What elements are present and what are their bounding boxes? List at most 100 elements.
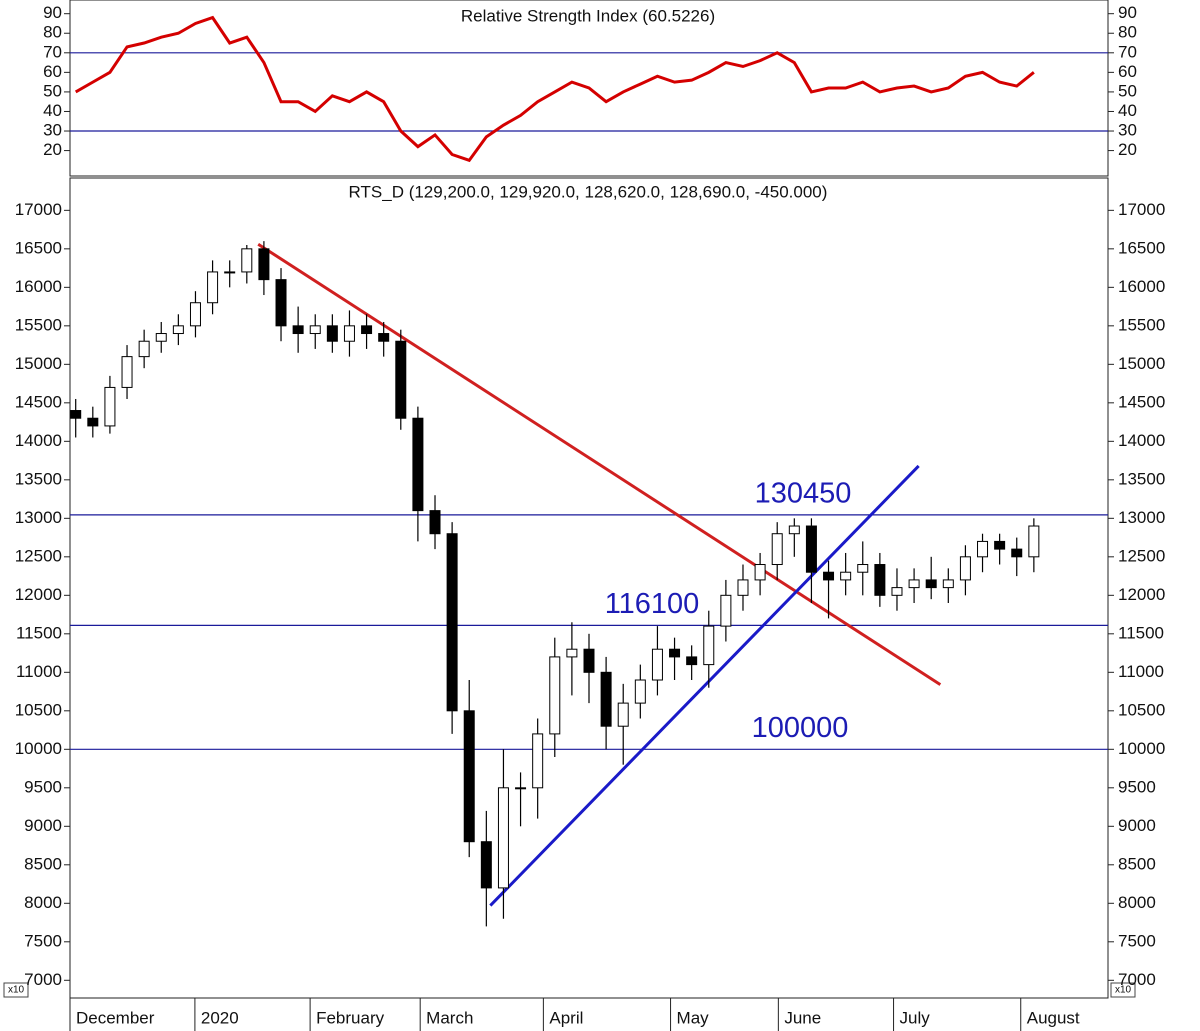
y-tick-label: 9500 xyxy=(1118,777,1156,796)
rsi-line xyxy=(74,15,1035,163)
y-tick-label: 7000 xyxy=(24,970,62,989)
candle-body xyxy=(908,579,920,589)
candle-body xyxy=(343,325,355,342)
y-tick-label: 60 xyxy=(43,62,62,81)
y-tick-label: 14500 xyxy=(1118,392,1165,411)
y-tick-label: 8000 xyxy=(24,893,62,912)
candle-body xyxy=(959,556,971,581)
candle-body xyxy=(891,587,903,596)
candle-body xyxy=(617,702,629,727)
y-tick-label: 60 xyxy=(1118,62,1137,81)
y-tick-label: 50 xyxy=(43,81,62,100)
candle-body xyxy=(566,648,578,658)
y-tick-label: 14000 xyxy=(1118,431,1165,450)
candle-body xyxy=(737,579,749,596)
candle-body xyxy=(155,333,167,342)
y-tick-label: 8500 xyxy=(1118,854,1156,873)
y-tick-label: 9500 xyxy=(24,777,62,796)
candle-body xyxy=(823,571,835,581)
candle-body xyxy=(583,648,595,673)
candle-body xyxy=(703,625,715,666)
candle-body xyxy=(994,540,1006,550)
y-tick-label: 16000 xyxy=(1118,277,1165,296)
y-tick-label: 10000 xyxy=(15,739,62,758)
multiplier-box xyxy=(1110,982,1136,998)
candle-body xyxy=(840,571,852,581)
candle-body xyxy=(378,333,390,342)
level-label: 116100 xyxy=(605,588,700,620)
y-tick-label: 13000 xyxy=(15,508,62,527)
y-tick-label: 15500 xyxy=(1118,315,1165,334)
candle-body xyxy=(1028,525,1040,558)
candle-body xyxy=(70,410,82,419)
y-tick-label: 80 xyxy=(1118,23,1137,42)
x-tick-label: August xyxy=(1027,1008,1080,1027)
x-tick-label: July xyxy=(900,1008,931,1027)
candle-body xyxy=(395,340,407,419)
y-tick-label: 30 xyxy=(43,121,62,140)
x-tick-label: December xyxy=(76,1008,155,1027)
candle-body xyxy=(497,787,509,889)
y-tick-label: 20 xyxy=(43,140,62,159)
x-tick-label: 2020 xyxy=(201,1008,239,1027)
candle-body xyxy=(241,248,253,273)
candle-body xyxy=(309,325,321,335)
candle-body xyxy=(651,648,663,681)
candle-body xyxy=(600,671,612,727)
y-tick-label: 30 xyxy=(1118,121,1137,140)
candle-body xyxy=(258,248,270,281)
y-tick-label: 7500 xyxy=(1118,931,1156,950)
candle-body xyxy=(857,564,869,573)
candle-body xyxy=(429,510,441,535)
x-tick-label: March xyxy=(426,1008,473,1027)
candle-body xyxy=(480,841,492,889)
candle-body xyxy=(515,787,527,790)
candle-body xyxy=(172,325,184,335)
x-tick-label: February xyxy=(316,1008,385,1027)
multiplier-box xyxy=(3,982,29,998)
y-tick-label: 40 xyxy=(43,101,62,120)
rsi-frame xyxy=(69,0,1109,177)
candle-body xyxy=(925,579,937,589)
candle-body xyxy=(87,417,99,427)
y-tick-label: 17000 xyxy=(1118,200,1165,219)
candle-body xyxy=(1011,548,1023,558)
y-tick-label: 15000 xyxy=(1118,354,1165,373)
rsi-title: Relative Strength Index (60.5226) xyxy=(461,6,715,25)
y-tick-label: 11500 xyxy=(1118,623,1164,642)
y-tick-label: 9000 xyxy=(24,816,62,835)
y-tick-label: 11000 xyxy=(1118,662,1164,681)
y-tick-label: 90 xyxy=(1118,3,1137,22)
y-tick-label: 20 xyxy=(1118,140,1137,159)
y-tick-label: 15000 xyxy=(15,354,62,373)
y-tick-label: 14000 xyxy=(15,431,62,450)
axis-multiplier: x10 xyxy=(8,985,25,996)
candle-body xyxy=(207,271,219,304)
x-tick-label: May xyxy=(677,1008,710,1027)
y-tick-label: 17000 xyxy=(15,200,62,219)
x-tick-label: April xyxy=(549,1008,583,1027)
candle-body xyxy=(138,340,150,358)
candle-body xyxy=(771,533,783,566)
y-tick-label: 7500 xyxy=(24,931,62,950)
candle-body xyxy=(326,325,338,342)
candle-body xyxy=(224,271,236,274)
y-tick-label: 7000 xyxy=(1118,970,1156,989)
x-tick-label: June xyxy=(784,1008,821,1027)
y-tick-label: 12500 xyxy=(15,546,62,565)
trendline xyxy=(489,464,920,907)
candle-body xyxy=(104,386,116,427)
candle-body xyxy=(805,525,817,573)
price-title: RTS_D (129,200.0, 129,920.0, 128,620.0, … xyxy=(349,182,828,201)
y-tick-label: 10500 xyxy=(1118,700,1165,719)
y-tick-label: 70 xyxy=(1118,42,1137,61)
candle-body xyxy=(292,325,304,335)
level-label: 130450 xyxy=(755,478,852,510)
y-tick-label: 50 xyxy=(1118,81,1137,100)
candle-body xyxy=(412,417,424,512)
candle-body xyxy=(361,325,373,335)
candle-body xyxy=(532,733,544,789)
y-tick-label: 70 xyxy=(43,42,62,61)
y-tick-label: 14500 xyxy=(15,392,62,411)
y-tick-label: 16500 xyxy=(1118,238,1165,257)
